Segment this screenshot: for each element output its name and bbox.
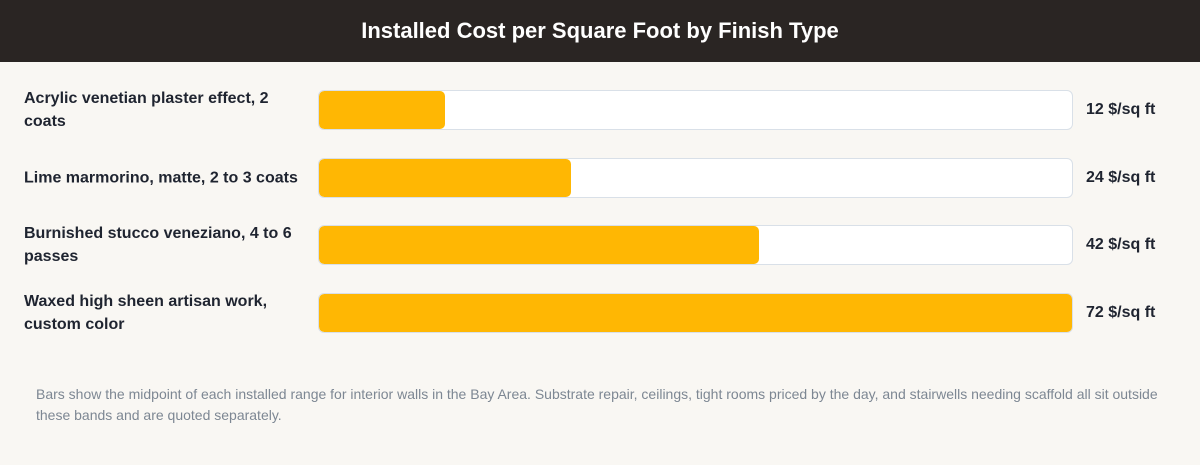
bar bbox=[319, 158, 571, 197]
footnote: Bars show the midpoint of each installed… bbox=[36, 386, 1158, 423]
bar-track bbox=[318, 292, 1073, 333]
bar-value-label: 42 $/sq ft bbox=[1086, 236, 1156, 253]
bar-track bbox=[318, 157, 1073, 198]
bar-row: Waxed high sheen artisan work, custom co… bbox=[0, 292, 1200, 333]
bar-category-label: Burnished stucco veneziano, 4 to 6 passe… bbox=[24, 225, 292, 265]
bar bbox=[319, 226, 759, 264]
bar-value-label: 72 $/sq ft bbox=[1086, 303, 1156, 321]
bar-track bbox=[318, 225, 1073, 265]
bar bbox=[319, 293, 1072, 332]
bar-track bbox=[318, 90, 1073, 130]
chart-title: Installed Cost per Square Foot by Finish… bbox=[361, 18, 839, 43]
chart-header: Installed Cost per Square Foot by Finish… bbox=[0, 0, 1200, 62]
bar-row: Acrylic venetian plaster effect, 2 coats… bbox=[0, 90, 1200, 130]
bar-row: Lime marmorino, matte, 2 to 3 coats 24 $/… bbox=[0, 157, 1200, 198]
bar-value-label: 12 $/sq ft bbox=[1086, 101, 1156, 118]
bar bbox=[319, 91, 445, 129]
bar-value-label: 24 $/sq ft bbox=[1086, 168, 1156, 186]
bar-category-label: Acrylic venetian plaster effect, 2 coats bbox=[24, 90, 269, 130]
bar-category-label: Waxed high sheen artisan work, custom co… bbox=[24, 292, 268, 333]
bar-category-label: Lime marmorino, matte, 2 to 3 coats bbox=[24, 169, 298, 186]
bar-row: Burnished stucco veneziano, 4 to 6 passe… bbox=[0, 225, 1200, 265]
